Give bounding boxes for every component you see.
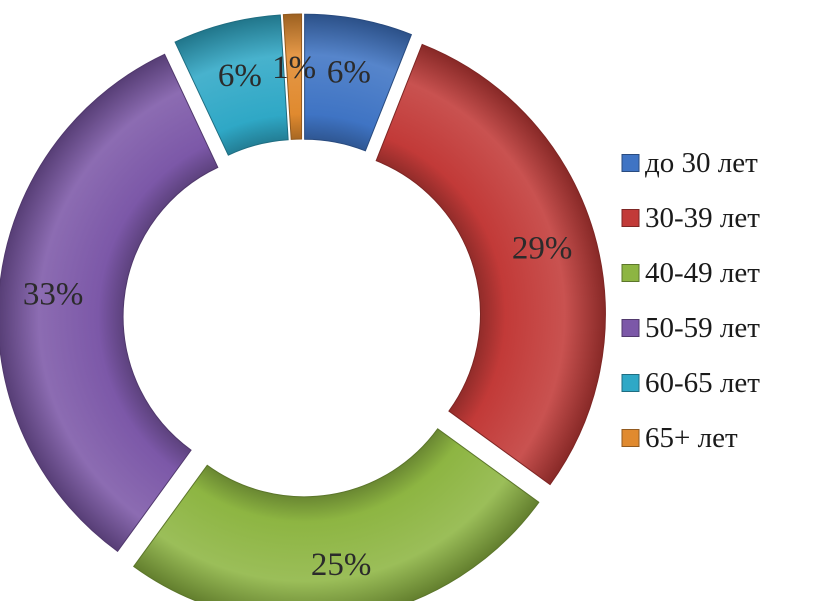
legend-item-6: 65+ лет <box>621 422 738 454</box>
slices-layer <box>0 13 606 601</box>
legend: до 30 лет 30-39 лет 40-49 лет 50-59 лет 60-6… <box>621 147 760 454</box>
legend-item-2: 30-39 лет <box>621 202 760 234</box>
data-label-5: 6% <box>218 58 262 94</box>
slice-5 <box>174 14 289 156</box>
data-label-4: 33% <box>23 276 84 312</box>
slice-1 <box>304 13 413 152</box>
legend-swatch <box>621 264 640 282</box>
slice-2 <box>375 43 606 486</box>
data-label-2: 29% <box>512 230 573 266</box>
legend-label: 60-65 лет <box>645 367 760 399</box>
slice-3 <box>133 428 540 601</box>
legend-item-3: 40-49 лет <box>621 257 760 289</box>
slice-4 <box>0 53 219 552</box>
legend-item-1: до 30 лет <box>621 147 758 179</box>
legend-label: 30-39 лет <box>645 202 760 234</box>
legend-label: 50-59 лет <box>645 312 760 344</box>
legend-swatch <box>621 209 640 227</box>
legend-swatch <box>621 154 640 172</box>
legend-label: 40-49 лет <box>645 257 760 289</box>
legend-item-5: 60-65 лет <box>621 367 760 399</box>
data-label-3: 25% <box>311 547 372 583</box>
slice-6 <box>282 13 303 140</box>
legend-swatch <box>621 374 640 392</box>
data-label-6: 1% <box>272 50 316 86</box>
legend-label: 65+ лет <box>645 422 738 454</box>
data-label-1: 6% <box>327 54 371 90</box>
legend-swatch <box>621 319 640 337</box>
data-labels-layer: 6% 29% 25% 33% 6% 1% <box>23 50 572 583</box>
legend-item-4: 50-59 лет <box>621 312 760 344</box>
legend-label: до 30 лет <box>645 147 758 179</box>
legend-swatch <box>621 429 640 447</box>
